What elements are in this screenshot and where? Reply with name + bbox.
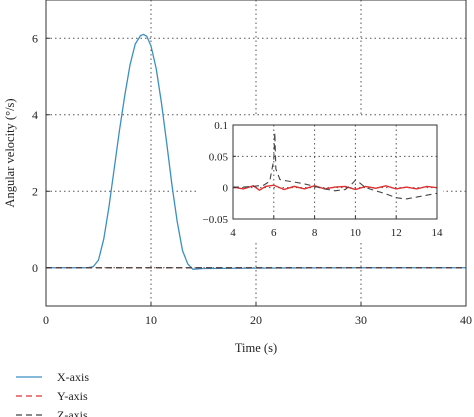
x-axis-label: Time (s) (235, 341, 277, 355)
main-series-x-axis (46, 33, 466, 270)
legend-label-y-axis: Y-axis (57, 389, 88, 403)
main-x-tick-label: 0 (43, 313, 49, 327)
inset-chart: 4 6 8 10 12 14 −0.05 0 0.05 0.1 (199, 117, 443, 241)
main-x-tick-label: 40 (460, 313, 472, 327)
main-y-tick-label: 4 (32, 108, 38, 122)
legend-label-z-axis: Z-axis (57, 408, 88, 417)
inset-y-tick-label: 0.05 (209, 151, 229, 163)
inset-series-group (232, 132, 438, 200)
main-x-tick-label: 10 (145, 313, 157, 327)
inset-x-tick-label: 14 (432, 227, 444, 239)
inset-series-y-axis (232, 184, 438, 192)
main-y-tick-label: 2 (32, 184, 38, 198)
main-series-group (46, 33, 466, 270)
inset-series-z-axis (233, 132, 438, 200)
inset-x-tick-label: 10 (350, 227, 362, 239)
inset-plot-frame (232, 124, 438, 220)
inset-tick-labels: 4 6 8 10 12 14 −0.05 0 0.05 0.1 (203, 120, 443, 239)
inset-y-tick-label: 0 (223, 183, 229, 195)
y-axis-label: Angular velocity (°/s) (3, 98, 17, 207)
main-y-tick-label: 6 (32, 31, 38, 45)
inset-x-tick-label: 4 (230, 227, 236, 239)
inset-x-tick-label: 12 (391, 227, 402, 239)
inset-x-tick-label: 6 (271, 227, 277, 239)
inset-y-tick-label: −0.05 (203, 214, 229, 226)
main-y-tick-label: 0 (32, 261, 38, 275)
inset-background (199, 117, 443, 241)
main-x-tick-label: 20 (250, 313, 262, 327)
legend: X-axis Y-axis Z-axis (16, 370, 89, 417)
legend-label-x-axis: X-axis (57, 370, 89, 384)
main-x-tick-label: 30 (355, 313, 367, 327)
inset-x-tick-label: 8 (312, 227, 318, 239)
inset-y-tick-label: 0.1 (214, 120, 228, 132)
